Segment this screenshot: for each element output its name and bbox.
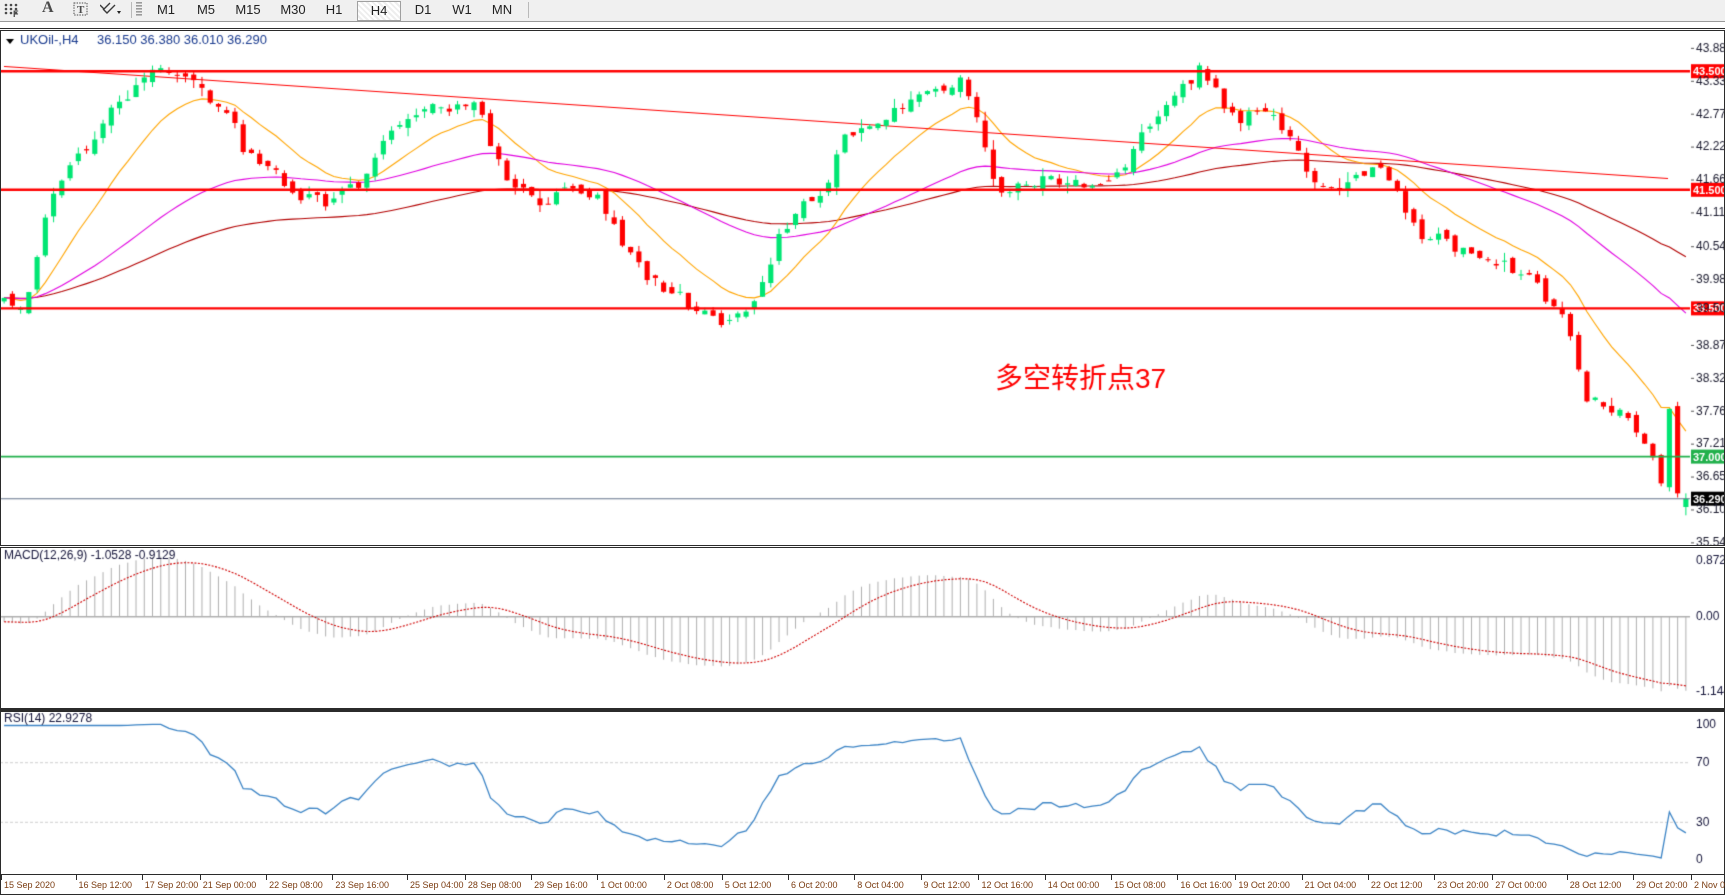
svg-text:T: T [77,4,85,16]
